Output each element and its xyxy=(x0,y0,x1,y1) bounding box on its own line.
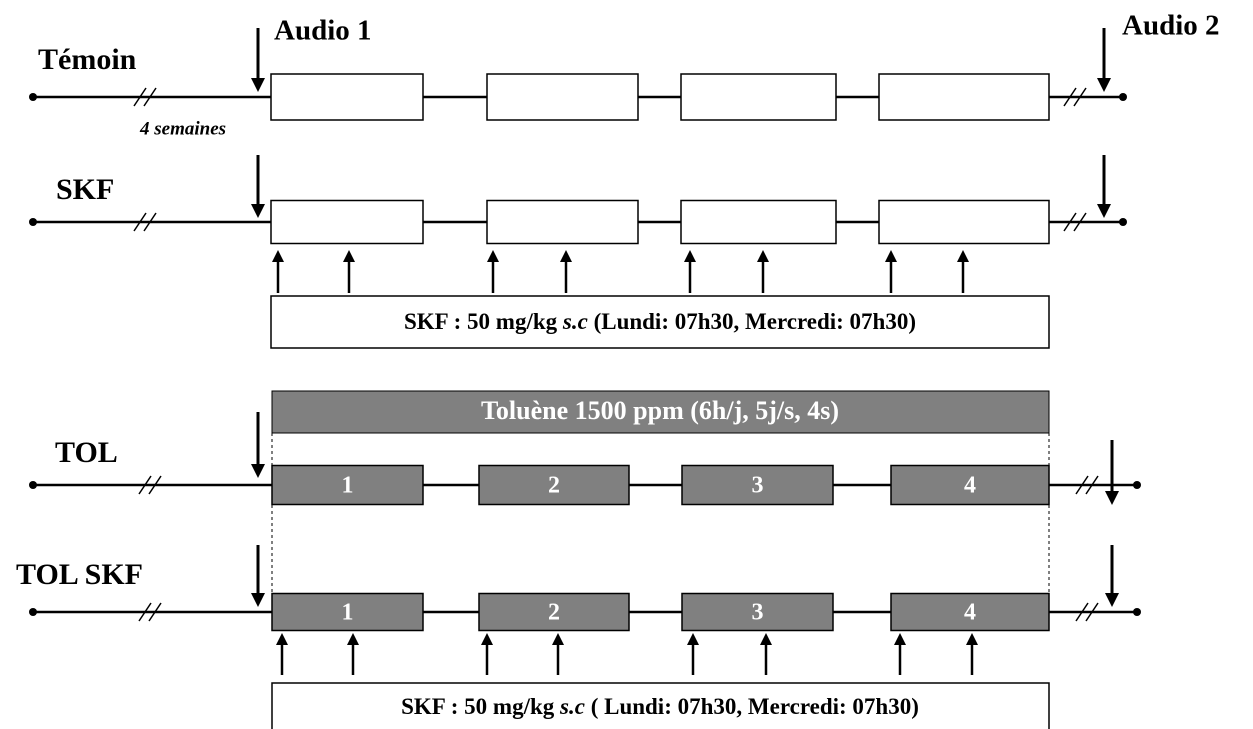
arrow-head xyxy=(687,633,699,645)
week-box xyxy=(271,464,424,506)
week-box xyxy=(878,73,1050,121)
break-mark xyxy=(138,475,152,495)
week-number: 4 xyxy=(964,473,976,499)
week-box xyxy=(890,592,1050,632)
audio-label: Audio 1 xyxy=(274,15,372,47)
row-label: TOL xyxy=(55,436,118,469)
break-mark xyxy=(133,212,147,232)
timeline-end xyxy=(1133,481,1141,489)
timeline-end xyxy=(1133,608,1141,616)
week-box xyxy=(878,199,1050,245)
break-mark xyxy=(1063,87,1077,107)
week-number: 3 xyxy=(752,473,764,499)
arrow-head xyxy=(1097,204,1111,218)
arrow-head xyxy=(481,633,493,645)
week-box xyxy=(681,464,834,506)
week-box xyxy=(271,592,424,632)
arrow-head xyxy=(343,250,355,262)
arrow-head xyxy=(560,250,572,262)
timeline-end xyxy=(29,93,37,101)
shapes xyxy=(29,28,1141,675)
break-mark xyxy=(1063,212,1077,232)
skf-text-part: SKF : 50 mg/kg xyxy=(404,309,563,334)
skf-text: SKF : 50 mg/kg s.c (Lundi: 07h30, Mercre… xyxy=(404,309,916,334)
break-mark xyxy=(1085,602,1099,622)
week-number: 2 xyxy=(548,600,560,626)
skf-box xyxy=(270,295,1050,349)
skf-text-part: (Lundi: 07h30, Mercredi: 07h30) xyxy=(588,309,916,334)
break-mark xyxy=(133,87,147,107)
break-mark xyxy=(148,602,162,622)
skf-text-part: s.c xyxy=(559,694,585,719)
week-box xyxy=(270,73,424,121)
break-mark xyxy=(1073,212,1087,232)
row-label: SKF xyxy=(56,173,114,206)
arrow-head xyxy=(251,593,265,607)
row-label: TOL SKF xyxy=(16,558,143,591)
break-mark xyxy=(1075,602,1089,622)
week-number: 3 xyxy=(752,600,764,626)
toluene-text: Toluène 1500 ppm (6h/j, 5j/s, 4s) xyxy=(481,396,839,425)
skf-text: SKF : 50 mg/kg s.c ( Lundi: 07h30, Mercr… xyxy=(401,694,919,719)
week-box xyxy=(486,199,639,245)
arrow-head xyxy=(251,204,265,218)
arrow-head xyxy=(1105,593,1119,607)
week-number: 2 xyxy=(548,473,560,499)
arrow-head xyxy=(251,78,265,92)
arrow-head xyxy=(487,250,499,262)
break-mark xyxy=(1075,475,1089,495)
arrow-head xyxy=(760,633,772,645)
week-box xyxy=(681,592,834,632)
week-box xyxy=(680,199,837,245)
week-number: 1 xyxy=(342,473,354,499)
arrow-head xyxy=(966,633,978,645)
row-label: Témoin xyxy=(38,43,137,76)
arrow-head xyxy=(251,464,265,478)
week-box xyxy=(680,73,837,121)
break-mark xyxy=(1085,475,1099,495)
skf-text-part: s.c xyxy=(562,309,588,334)
arrow-head xyxy=(276,633,288,645)
timeline-end xyxy=(1119,218,1127,226)
week-box xyxy=(270,199,424,245)
break-mark xyxy=(148,475,162,495)
audio-label: Audio 2 xyxy=(1122,10,1220,42)
arrow-head xyxy=(1105,491,1119,505)
break-mark xyxy=(1073,87,1087,107)
timeline-end xyxy=(29,608,37,616)
arrow-head xyxy=(684,250,696,262)
week-number: 4 xyxy=(964,600,976,626)
week-box xyxy=(478,464,630,506)
arrow-head xyxy=(957,250,969,262)
arrow-head xyxy=(757,250,769,262)
break-mark xyxy=(143,212,157,232)
week-box xyxy=(890,464,1050,506)
week-number: 1 xyxy=(342,600,354,626)
arrow-head xyxy=(894,633,906,645)
duration-label: 4 semaines xyxy=(139,118,226,139)
week-box xyxy=(478,592,630,632)
timeline-end xyxy=(29,481,37,489)
break-mark xyxy=(143,87,157,107)
arrow-head xyxy=(347,633,359,645)
skf-text-part: SKF : 50 mg/kg xyxy=(401,694,560,719)
week-box xyxy=(486,73,639,121)
timeline-end xyxy=(1119,93,1127,101)
timeline-end xyxy=(29,218,37,226)
arrow-head xyxy=(1097,78,1111,92)
skf-box xyxy=(271,682,1050,729)
arrow-head xyxy=(552,633,564,645)
toluene-box xyxy=(271,390,1050,434)
arrow-head xyxy=(885,250,897,262)
break-mark xyxy=(138,602,152,622)
skf-text-part: ( Lundi: 07h30, Mercredi: 07h30) xyxy=(585,694,919,719)
arrow-head xyxy=(272,250,284,262)
